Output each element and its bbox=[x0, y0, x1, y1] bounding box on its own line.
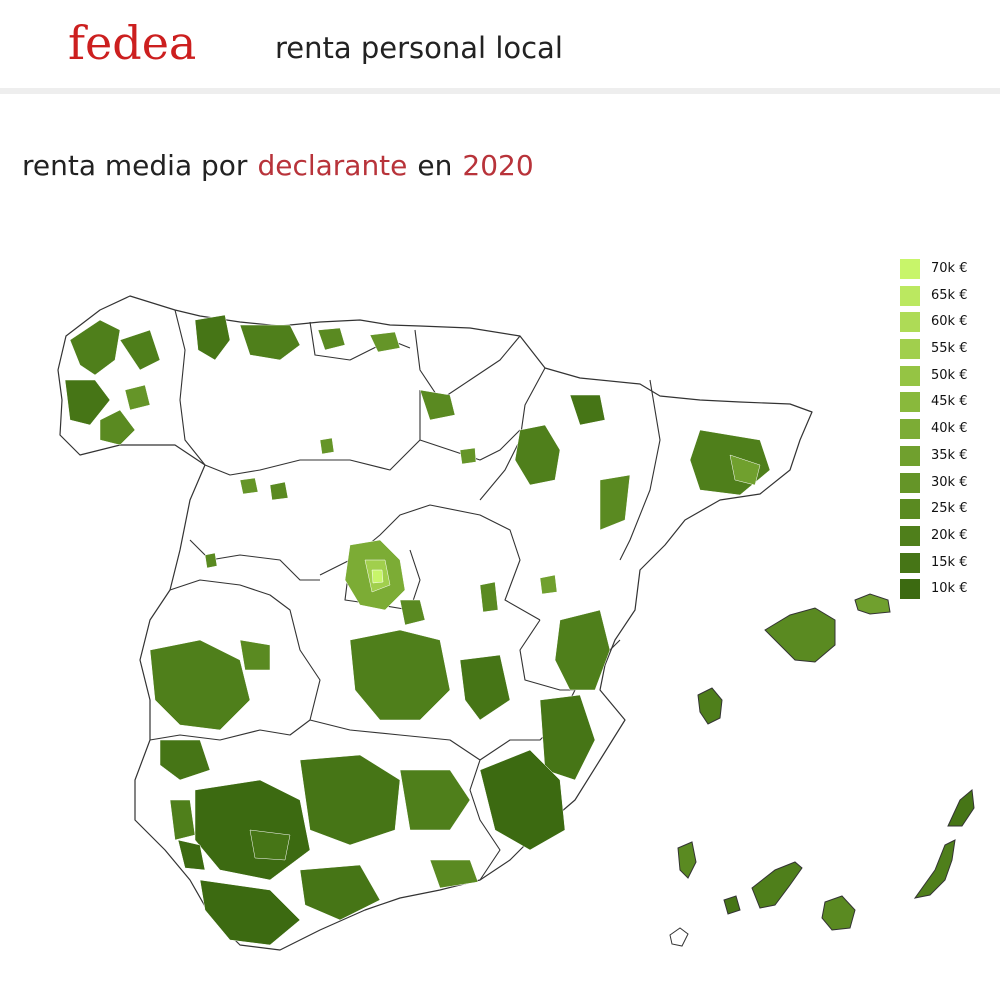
legend-swatch bbox=[900, 525, 920, 546]
spain-map-svg bbox=[57, 295, 975, 951]
legend-item: 35k € bbox=[900, 444, 1000, 471]
choropleth-map bbox=[0, 250, 1000, 984]
canary-islands bbox=[669, 789, 975, 947]
variable-selector[interactable]: declarante bbox=[257, 149, 408, 182]
legend-label: 20k € bbox=[931, 527, 968, 543]
legend-item: 70k € bbox=[900, 257, 1000, 284]
legend-swatch bbox=[900, 259, 920, 279]
region-borders bbox=[149, 309, 661, 881]
color-legend: 70k € 65k € 60k € 55k € 50k € 45k € 40k … bbox=[900, 257, 1000, 604]
legend-item: 50k € bbox=[900, 364, 1000, 391]
year-selector[interactable]: 2020 bbox=[462, 149, 534, 182]
header-divider bbox=[0, 88, 1000, 94]
legend-item: 20k € bbox=[900, 524, 1000, 551]
legend-label: 15k € bbox=[931, 554, 968, 570]
legend-swatch bbox=[900, 365, 920, 386]
legend-swatch bbox=[900, 285, 920, 306]
legend-label: 35k € bbox=[931, 447, 968, 463]
legend-item: 25k € bbox=[900, 497, 1000, 524]
legend-item: 60k € bbox=[900, 310, 1000, 337]
legend-item: 45k € bbox=[900, 390, 1000, 417]
legend-swatch bbox=[900, 312, 920, 333]
legend-item: 55k € bbox=[900, 337, 1000, 364]
app-title: renta personal local bbox=[275, 31, 563, 65]
balearic-islands bbox=[697, 593, 891, 725]
legend-label: 60k € bbox=[931, 314, 968, 330]
legend-label: 55k € bbox=[931, 341, 968, 357]
legend-swatch bbox=[900, 472, 920, 493]
heading-connector: en bbox=[417, 149, 453, 182]
legend-label: 65k € bbox=[931, 287, 968, 303]
legend-label: 10k € bbox=[931, 581, 968, 597]
legend-label: 50k € bbox=[931, 367, 968, 383]
legend-swatch bbox=[900, 419, 920, 440]
legend-label: 40k € bbox=[931, 421, 968, 437]
legend-swatch bbox=[900, 339, 920, 360]
legend-label: 70k € bbox=[931, 261, 968, 276]
legend-swatch bbox=[900, 552, 920, 573]
app-header: fedea renta personal local bbox=[0, 0, 1000, 88]
legend-item: 15k € bbox=[900, 551, 1000, 578]
legend-swatch bbox=[900, 579, 920, 600]
legend-label: 45k € bbox=[931, 394, 968, 410]
legend-swatch bbox=[900, 499, 920, 520]
legend-item: 10k € bbox=[900, 577, 1000, 604]
legend-swatch bbox=[900, 445, 920, 466]
legend-item: 30k € bbox=[900, 471, 1000, 498]
legend-item: 40k € bbox=[900, 417, 1000, 444]
legend-swatch bbox=[900, 392, 920, 413]
legend-label: 25k € bbox=[931, 501, 968, 517]
legend-item: 65k € bbox=[900, 284, 1000, 311]
legend-label: 30k € bbox=[931, 474, 968, 490]
municipality-patches bbox=[64, 314, 771, 946]
heading-prefix: renta media por bbox=[22, 149, 248, 182]
fedea-logo[interactable]: fedea bbox=[68, 16, 197, 70]
page-heading: renta media por declarante en 2020 bbox=[22, 144, 534, 188]
